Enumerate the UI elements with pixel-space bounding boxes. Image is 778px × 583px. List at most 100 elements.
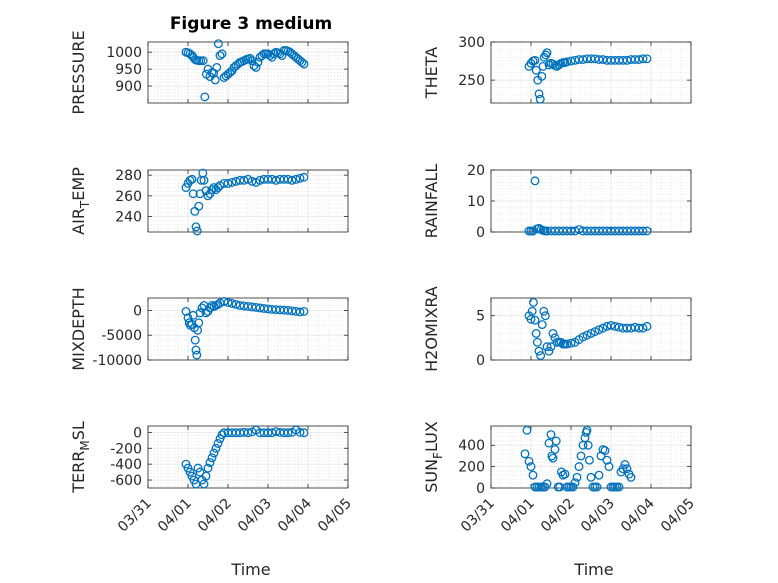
data-point [576,451,586,461]
data-point [610,321,620,331]
figure-title: Figure 3 medium [170,14,332,34]
data-point [269,49,279,59]
x-tick-label: 04/03 [578,496,618,536]
data-point [297,57,307,67]
y-tick-label: -200 [110,441,142,457]
y-tick-label: 900 [115,79,142,95]
data-point [580,433,590,443]
x-tick-label: 04/04 [618,495,658,535]
data-point [538,61,548,71]
y-tick-label: 240 [115,210,142,226]
y-tick-label: 200 [458,460,485,476]
axes-box [147,169,349,233]
data-point [190,206,200,216]
data-point [199,479,209,489]
data-point [196,56,206,66]
x-tick-label: 04/04 [275,495,315,535]
y-tick-label: 400 [458,438,485,454]
data-point [620,460,630,469]
axes-box [490,41,692,104]
data-point [227,299,237,308]
data-point [622,464,632,474]
axes-box [490,297,692,361]
data-point [638,226,648,236]
y-tick-label: 0 [133,303,142,319]
data-point [556,337,566,347]
data-point [584,455,594,465]
data-point [520,449,530,459]
data-point [562,57,572,67]
data-point [578,332,588,342]
data-point [209,183,219,193]
data-point [634,323,644,333]
data-point [295,307,305,317]
data-point [536,351,546,361]
data-point [198,56,208,66]
data-point [544,60,554,70]
panel-h2omixra: 0 5 H2OMIXRA [422,286,692,372]
panel-mixdepth: -10000 -5000 0 MIXDEPTH [69,287,349,371]
y-axis-label: SUNFLUX [422,421,445,493]
data-point [540,311,550,321]
y-tick-label: 300 [458,35,485,51]
data-point [594,325,604,335]
data-point [212,62,222,72]
data-point [524,456,534,466]
y-axis-label: MIXDEPTH [69,287,88,370]
data-point [209,448,219,458]
data-point [207,453,217,463]
data-point [200,92,210,102]
y-tick-label: -5000 [101,328,142,344]
data-point [211,443,221,453]
panel-theta: 250 300 THETA [422,35,692,104]
data-point [191,222,201,232]
data-point [534,89,544,99]
x-axis-label-left: Time [230,560,270,579]
data-point [203,191,213,201]
data-point [548,328,558,338]
data-point [566,338,576,348]
x-tick-label: 03/31 [115,496,155,536]
data-point [295,173,305,183]
data-point [542,48,552,58]
y-tick-label: -10000 [92,353,142,369]
data-point [590,327,600,337]
data-point [213,39,223,49]
y-tick-label: 0 [476,353,485,369]
data-point [598,323,608,333]
data-point [194,201,204,211]
y-tick-label: 260 [115,189,142,205]
data-point [299,172,309,182]
data-point [530,315,540,325]
data-point [231,299,241,309]
data-point [528,297,538,307]
data-point [606,321,616,330]
data-point [299,428,309,438]
data-point [213,439,223,448]
data-point [550,445,560,454]
y-tick-label: -600 [110,473,142,489]
data-point [626,472,636,482]
data-point [201,471,211,481]
data-point [586,472,596,482]
data-point [534,346,544,356]
data-point [572,472,582,482]
data-point [219,297,229,306]
data-point [199,175,209,185]
data-point [539,306,549,316]
y-axis-label: AIRTEMP [69,167,92,235]
data-point [195,308,205,318]
data-point [535,94,545,104]
data-point [568,482,578,492]
data-point [217,430,227,440]
data-point [227,177,237,187]
data-point [191,345,201,355]
data-point [614,482,624,492]
data-point [526,462,536,472]
x-axis-label-right: Time [573,560,613,579]
data-point [203,463,213,473]
data-point [537,71,547,81]
x-tick-label: 04/02 [195,496,235,536]
